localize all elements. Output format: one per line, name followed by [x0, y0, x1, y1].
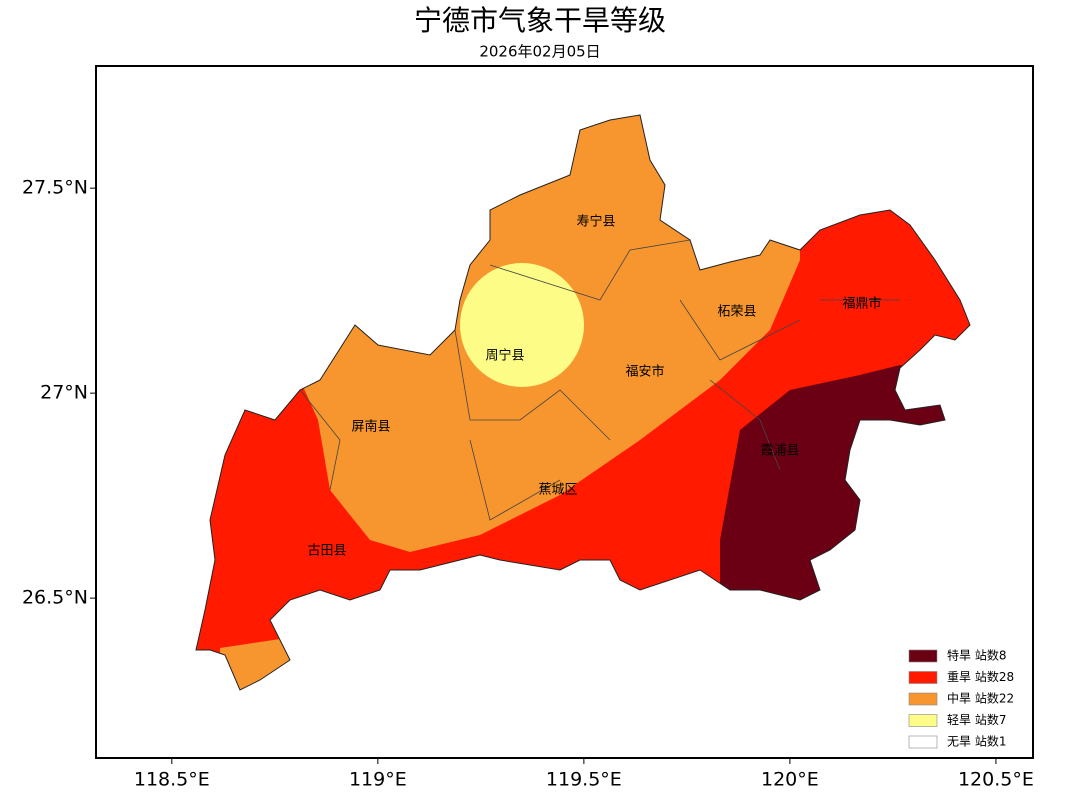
region-label: 寿宁县: [576, 214, 615, 230]
y-tick-label: 27.5°N: [22, 177, 88, 199]
legend-swatch: [908, 714, 938, 727]
region-label: 古田县: [307, 544, 346, 559]
x-tick-label: 119°E: [349, 769, 407, 791]
legend-swatch: [908, 692, 938, 706]
light-area: [460, 263, 584, 387]
x-tick-label: 118.5°E: [134, 769, 210, 791]
legend-swatch: [908, 671, 938, 684]
region-label: 福安市: [625, 364, 664, 380]
region-label: 柘荣县: [717, 305, 756, 320]
legend-label: 中旱 站数22: [947, 691, 1014, 706]
drought-areas: [196, 115, 970, 690]
legend-label: 特旱 站数8: [947, 648, 1006, 663]
region-label: 福鼎市: [842, 296, 881, 312]
map-date: 2026年02月05日: [479, 43, 600, 61]
legend-swatch: [908, 649, 938, 663]
x-tick-label: 119.5°E: [546, 769, 622, 791]
county-border: [299, 239, 900, 521]
legend-label: 轻旱 站数7: [947, 712, 1006, 727]
map-title: 宁德市气象干旱等级: [414, 4, 666, 37]
region-label: 霞浦县: [760, 444, 799, 459]
legend-swatch: [908, 735, 938, 749]
legend-label: 重旱 站数28: [947, 669, 1014, 684]
x-tick-label: 120.5°E: [958, 769, 1034, 791]
region-label: 蕉城区: [538, 483, 577, 498]
y-tick-label: 27°N: [40, 382, 88, 404]
y-tick-label: 26.5°N: [22, 587, 88, 609]
map-frame: [95, 65, 1034, 759]
x-tick-label: 120°E: [761, 769, 819, 791]
region-label: 周宁县: [485, 348, 524, 364]
region-label: 屏南县: [351, 419, 390, 435]
legend-label: 无旱 站数1: [947, 734, 1006, 749]
